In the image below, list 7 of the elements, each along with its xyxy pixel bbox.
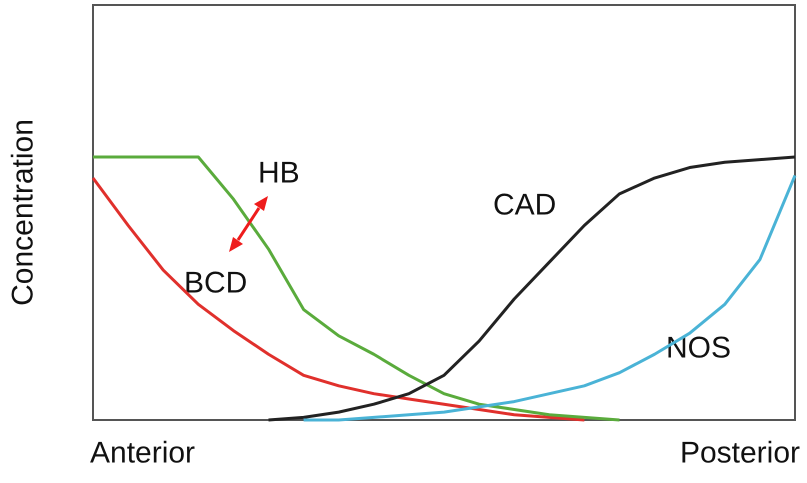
series-label: NOS: [666, 332, 732, 364]
text: Posterior: [680, 436, 800, 470]
text: Anterior: [90, 436, 196, 470]
series-label: BCD: [184, 266, 248, 300]
series-label: HB: [258, 156, 300, 190]
y-axis-title: Concentration: [6, 119, 40, 306]
series-label: CAD: [493, 188, 556, 222]
